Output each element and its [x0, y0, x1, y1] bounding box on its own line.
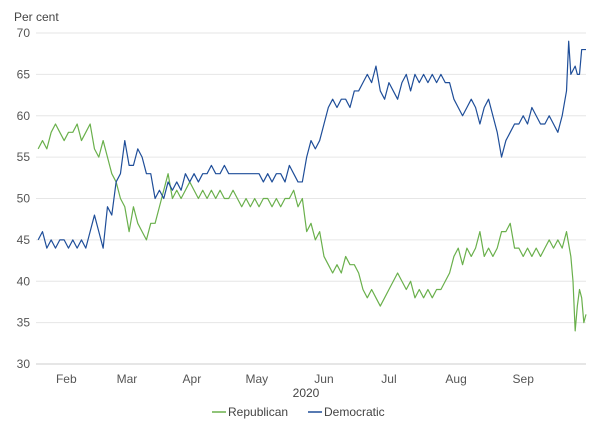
y-tick-label: 35: [17, 316, 31, 330]
y-tick-label: 40: [17, 274, 31, 288]
y-tick-label: 65: [17, 67, 31, 81]
series-lines: [37, 40, 587, 332]
x-tick-label: Mar: [117, 372, 138, 386]
y-tick-label: 50: [17, 192, 31, 206]
y-tick-label: 45: [17, 233, 31, 247]
x-tick-label: Aug: [445, 372, 466, 386]
x-tick-label: Jul: [381, 372, 396, 386]
series-line-democratic: [37, 40, 586, 249]
y-tick-label: 70: [17, 26, 31, 40]
x-tick-label: Feb: [56, 372, 77, 386]
y-tick-label: 30: [17, 357, 31, 371]
y-axis-title: Per cent: [14, 10, 59, 24]
y-axis-ticks: 30 35 40 45 50 55 60 65 70: [17, 26, 31, 371]
legend-label-democratic: Democratic: [324, 405, 385, 419]
legend: Republican Democratic: [212, 405, 385, 419]
x-tick-label: Jun: [314, 372, 333, 386]
x-axis-title: 2020: [293, 386, 320, 400]
x-tick-label: May: [246, 372, 269, 386]
x-axis-ticks: Feb Mar Apr May Jun Jul Aug Sep: [56, 372, 534, 386]
x-tick-label: Sep: [513, 372, 535, 386]
gridlines: [36, 32, 586, 365]
y-tick-label: 55: [17, 150, 31, 164]
series-line-republican: [37, 123, 587, 332]
legend-label-republican: Republican: [228, 405, 288, 419]
y-tick-label: 60: [17, 109, 31, 123]
x-tick-label: Apr: [183, 372, 202, 386]
